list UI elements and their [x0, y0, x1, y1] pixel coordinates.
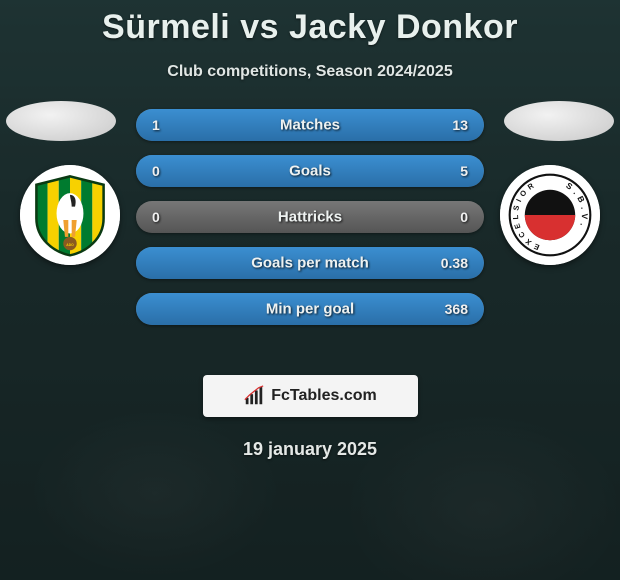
svg-text:ADO: ADO: [66, 243, 74, 247]
stat-bar: 0 5 Goals: [136, 155, 484, 187]
player-head-right: [504, 101, 614, 141]
fctables-logo[interactable]: FcTables.com: [203, 375, 418, 417]
comparison-content: ADO S . B . V . E X C E L S I O R 1 13 Mat…: [0, 109, 620, 359]
chart-icon: [243, 385, 265, 407]
stat-label: Matches: [280, 117, 340, 134]
stat-value-right: 13: [452, 117, 468, 133]
stat-value-left: 0: [152, 163, 160, 179]
page-subtitle: Club competitions, Season 2024/2025: [0, 63, 620, 81]
stat-bar: 0 0 Hattricks: [136, 201, 484, 233]
page-title: Sürmeli vs Jacky Donkor: [0, 0, 620, 47]
stat-value-left: 0: [152, 209, 160, 225]
stat-label: Min per goal: [266, 301, 354, 318]
player-head-left: [6, 101, 116, 141]
stat-bar: 368 Min per goal: [136, 293, 484, 325]
snapshot-date: 19 january 2025: [0, 439, 620, 460]
stat-bars: 1 13 Matches 0 5 Goals 0 0 Hattricks 0.38 Goals pe…: [136, 109, 484, 325]
fctables-label: FcTables.com: [271, 387, 377, 405]
club-badge-right: S . B . V . E X C E L S I O R: [500, 165, 600, 265]
stat-label: Goals per match: [251, 255, 369, 272]
stat-value-right: 5: [460, 163, 468, 179]
stat-value-right: 368: [445, 301, 468, 317]
stat-bar: 0.38 Goals per match: [136, 247, 484, 279]
excelsior-icon: S . B . V . E X C E L S I O R: [508, 173, 592, 257]
stat-value-right: 0.38: [441, 255, 468, 271]
stat-label: Hattricks: [278, 209, 342, 226]
stat-label: Goals: [289, 163, 331, 180]
ado-den-haag-icon: ADO: [28, 173, 112, 257]
stat-value-right: 0: [460, 209, 468, 225]
stat-value-left: 1: [152, 117, 160, 133]
club-badge-left: ADO: [20, 165, 120, 265]
stat-bar: 1 13 Matches: [136, 109, 484, 141]
